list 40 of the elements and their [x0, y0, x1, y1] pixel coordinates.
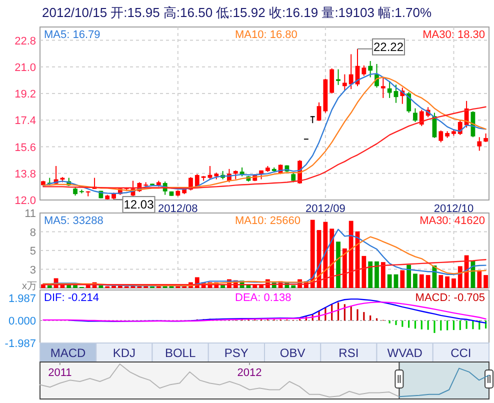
series-label: DEA: 0.138 [235, 292, 292, 304]
annotation: 22.22 [373, 40, 404, 54]
text: PSY [224, 346, 248, 360]
text: BOLL [164, 346, 196, 360]
series-label: DIF: -0.214 [44, 292, 100, 304]
y-tick-label: 1.987 [8, 293, 36, 306]
text: CCI [450, 346, 472, 360]
x-tick-label: 2012/09 [306, 203, 346, 215]
y-tick-label: 13.8 [14, 168, 36, 180]
y-tick-label: 0.000 [8, 316, 36, 328]
annotation: 12.03 [124, 198, 154, 212]
y-tick-label: 3 [30, 264, 36, 276]
y-tick-label: 21.0 [14, 62, 36, 74]
y-tick-label: 11 [24, 208, 36, 220]
text: RSI [338, 346, 359, 360]
y-tick-label: 19.2 [14, 88, 36, 101]
text: MA10: 16.80 [235, 29, 298, 41]
x-tick-label: 2012/10 [434, 203, 474, 215]
text: MA30: 41620 [420, 215, 485, 227]
chart-title: 2012/10/15 开:15.95 高:16.50 低:15.92 收:16.19 量:19103 幅:1.70% [42, 5, 432, 20]
y-tick-label: 15.6 [14, 142, 36, 154]
y-tick-label: 17.4 [14, 115, 36, 128]
text: MACD [50, 346, 86, 360]
text: MA10: 25660 [235, 215, 300, 227]
y-tick-label: -1.987 [4, 338, 36, 350]
y-axis-title: x万 [22, 281, 37, 292]
y-tick-label: 5 [30, 246, 36, 258]
y-tick-label: 12.0 [14, 195, 36, 207]
x-tick-label: 2011 [48, 367, 72, 379]
series-label: MACD: -0.705 [415, 292, 485, 304]
x-tick-label: 2012 [237, 367, 262, 379]
text: MA5: 33288 [44, 215, 104, 227]
text: MA30: 18.30 [422, 29, 485, 41]
text: OBV [280, 346, 306, 360]
text: MA5: 16.79 [44, 29, 100, 41]
text: WVAD [387, 346, 423, 360]
y-tick-label: 8 [30, 226, 36, 239]
text: KDJ [112, 346, 136, 360]
x-tick-label: 2012/08 [158, 203, 198, 215]
y-tick-label: 22.8 [14, 35, 36, 48]
